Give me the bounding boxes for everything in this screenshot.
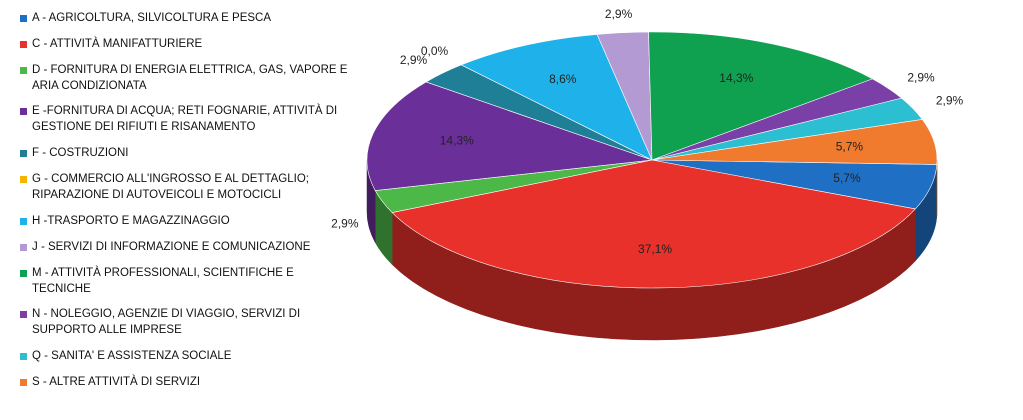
legend-swatch: [20, 269, 27, 277]
legend-swatch: [20, 108, 27, 116]
data-label: 2,9%: [907, 70, 935, 84]
legend-label: D - FORNITURA DI ENERGIA ELETTRICA, GAS,…: [32, 63, 348, 92]
legend-label: G - COMMERCIO ALL'INGROSSO E AL DETTAGLI…: [32, 173, 309, 202]
data-label: 2,9%: [936, 94, 964, 108]
data-label: 0,0%: [421, 44, 449, 58]
slice: [391, 159, 916, 289]
data-label: 14,3%: [719, 71, 753, 85]
legend-label: S - ALTRE ATTIVITÀ DI SERVIZI: [32, 375, 201, 388]
legend-item: J - SERVIZI DI INFORMAZIONE E COMUNICAZI…: [20, 239, 355, 255]
legend-item: D - FORNITURA DI ENERGIA ELETTRICA, GAS,…: [20, 62, 355, 94]
legend-item: S - ALTRE ATTIVITÀ DI SERVIZI: [20, 374, 355, 390]
slice: [651, 119, 938, 165]
data-label: 37,1%: [638, 242, 672, 256]
legend-swatch: [20, 150, 27, 158]
legend: A - AGRICOLTURA, SILVICOLTURA E PESCA C -…: [20, 10, 355, 390]
data-label: 2,9%: [331, 217, 359, 231]
legend-label: E -FORNITURA DI ACQUA; RETI FOGNARIE, AT…: [32, 105, 338, 134]
legend-label: C - ATTIVITÀ MANIFATTURIERE: [32, 37, 203, 50]
legend-item: C - ATTIVITÀ MANIFATTURIERE: [20, 36, 355, 52]
data-label: 5,7%: [833, 171, 861, 185]
legend-item: A - AGRICOLTURA, SILVICOLTURA E PESCA: [20, 10, 355, 26]
data-label: 5,7%: [836, 139, 864, 153]
legend-swatch: [20, 378, 27, 386]
legend-item: H -TRASPORTO E MAGAZZINAGGIO: [20, 213, 355, 229]
legend-label: F - COSTRUZIONI: [32, 147, 129, 160]
legend-swatch: [20, 243, 27, 251]
slice: [460, 34, 653, 161]
legend-swatch: [20, 353, 27, 361]
legend-label: M - ATTIVITÀ PROFESSIONALI, SCIENTIFICHE…: [32, 266, 294, 295]
legend-swatch: [20, 176, 27, 184]
data-label: 2,9%: [605, 7, 633, 21]
legend-label: A - AGRICOLTURA, SILVICOLTURA E PESCA: [32, 12, 272, 24]
legend-label: Q - SANITA' E ASSISTENZA SOCIALE: [32, 350, 232, 363]
legend-item: N - NOLEGGIO, AGENZIE DI VIAGGIO, SERVIZ…: [20, 306, 355, 338]
legend-swatch: [20, 311, 27, 319]
legend-label: N - NOLEGGIO, AGENZIE DI VIAGGIO, SERVIZ…: [32, 308, 301, 337]
legend-swatch: [20, 40, 27, 48]
legend-item: F - COSTRUZIONI: [20, 145, 355, 161]
data-label: 2,9%: [400, 53, 428, 67]
data-label: 14,3%: [440, 134, 474, 148]
data-label: 8,6%: [549, 72, 577, 86]
legend-swatch: [20, 15, 27, 22]
legend-label: H -TRASPORTO E MAGAZZINAGGIO: [32, 214, 230, 227]
slice: [648, 31, 874, 161]
legend-swatch: [20, 217, 27, 225]
legend-item: Q - SANITA' E ASSISTENZA SOCIALE: [20, 348, 355, 364]
slice: [366, 81, 653, 191]
legend-item: M - ATTIVITÀ PROFESSIONALI, SCIENTIFICHE…: [20, 265, 355, 297]
pie-sides: [366, 159, 938, 341]
legend-swatch: [20, 66, 27, 74]
pie-labels: 5,7%37,1%2,9%14,3%2,9%0,0%8,6%2,9%14,3% 2…: [331, 7, 963, 256]
pie-tops: [366, 31, 938, 289]
legend-item: G - COMMERCIO ALL'INGROSSO E AL DETTAGLI…: [20, 171, 355, 203]
legend-item: E -FORNITURA DI ACQUA; RETI FOGNARIE, AT…: [20, 103, 355, 135]
legend-label: J - SERVIZI DI INFORMAZIONE E COMUNICAZI…: [32, 240, 311, 253]
